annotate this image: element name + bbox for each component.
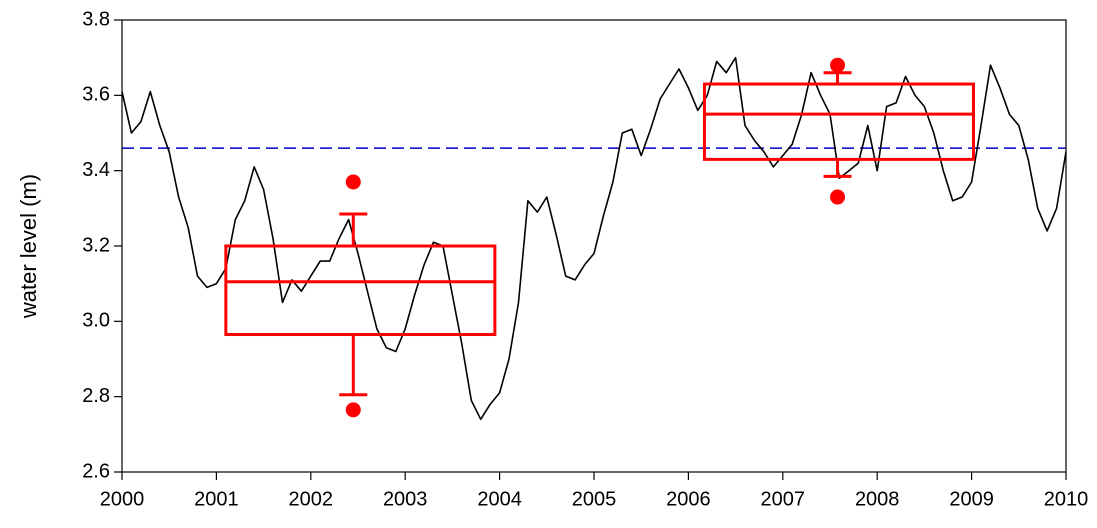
y-tick-label: 2.6 xyxy=(82,460,110,482)
x-tick-label: 2009 xyxy=(949,488,994,510)
y-tick-label: 3.6 xyxy=(82,84,110,106)
y-tick-label: 3.4 xyxy=(82,159,110,181)
x-tick-label: 2004 xyxy=(477,488,522,510)
y-tick-label: 3.8 xyxy=(82,8,110,30)
outlier xyxy=(830,57,846,73)
y-tick-label: 3.2 xyxy=(82,234,110,256)
x-tick-label: 2007 xyxy=(761,488,806,510)
x-tick-label: 2001 xyxy=(194,488,239,510)
outlier xyxy=(345,402,361,418)
data-line xyxy=(121,56,1067,421)
y-tick-label: 2.8 xyxy=(82,385,110,407)
outlier xyxy=(830,189,846,205)
y-axis-label: water level (m) xyxy=(16,174,41,319)
x-tick-label: 2000 xyxy=(100,488,145,510)
x-tick-label: 2010 xyxy=(1044,488,1089,510)
box xyxy=(224,244,497,337)
x-tick-label: 2006 xyxy=(666,488,711,510)
y-tick-label: 3.0 xyxy=(82,310,110,332)
box xyxy=(702,82,975,161)
x-tick-label: 2008 xyxy=(855,488,900,510)
x-tick-label: 2003 xyxy=(383,488,428,510)
x-tick-label: 2005 xyxy=(572,488,617,510)
outlier xyxy=(345,174,361,190)
x-tick-label: 2002 xyxy=(289,488,334,510)
